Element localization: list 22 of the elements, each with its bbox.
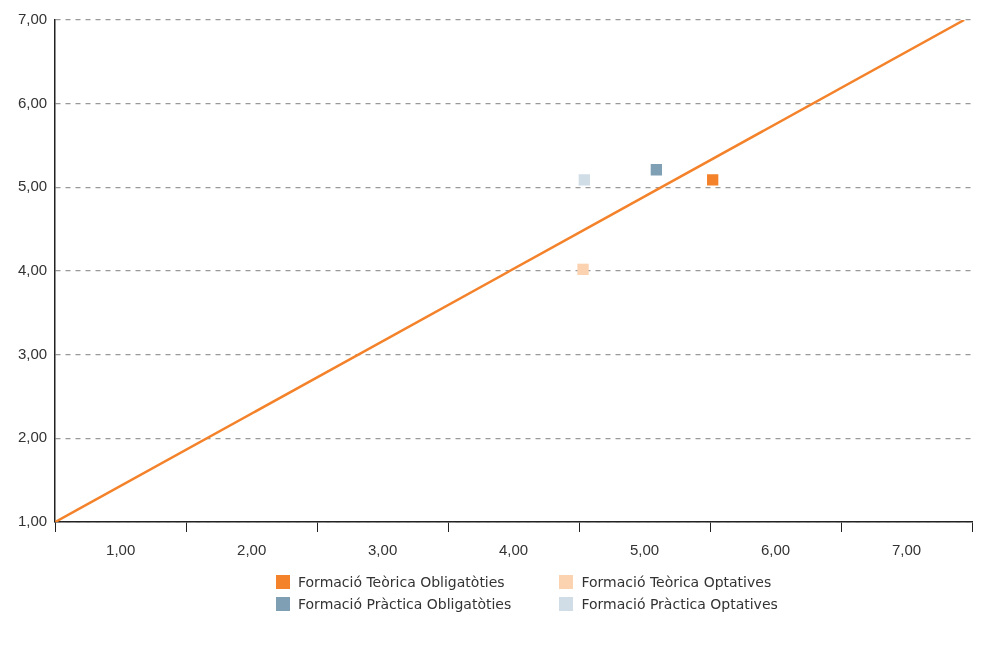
legend-label: Formació Teòrica Optatives (581, 574, 772, 590)
y-tick-label: 7,00 (17, 10, 48, 28)
point (577, 263, 589, 275)
x-tick-label: 6,00 (760, 541, 791, 559)
y-tick-label: 4,00 (17, 261, 48, 279)
y-tick-label: 5,00 (17, 177, 48, 195)
point (650, 164, 663, 176)
y-tick-label: 2,00 (17, 428, 48, 446)
legend-label: Formació Teòrica Obligatòties (298, 574, 505, 590)
x-tick-label: 1,00 (106, 541, 136, 559)
x-tick-label: 7,00 (891, 541, 922, 559)
y-tick-label: 1,00 (17, 512, 48, 530)
legend-label: Formació Pràctica Obligatòties (298, 596, 512, 612)
x-tick-label: 4,00 (499, 541, 529, 559)
point (707, 174, 719, 186)
x-tick-label: 2,00 (237, 541, 267, 559)
y-tick-label: 3,00 (17, 344, 48, 362)
legend-label: Formació Pràctica Optatives (581, 596, 778, 612)
point (578, 174, 590, 186)
x-tick-label: 5,00 (629, 541, 660, 559)
y-tick-label: 6,00 (17, 93, 48, 111)
x-tick-label: 3,00 (368, 541, 398, 559)
